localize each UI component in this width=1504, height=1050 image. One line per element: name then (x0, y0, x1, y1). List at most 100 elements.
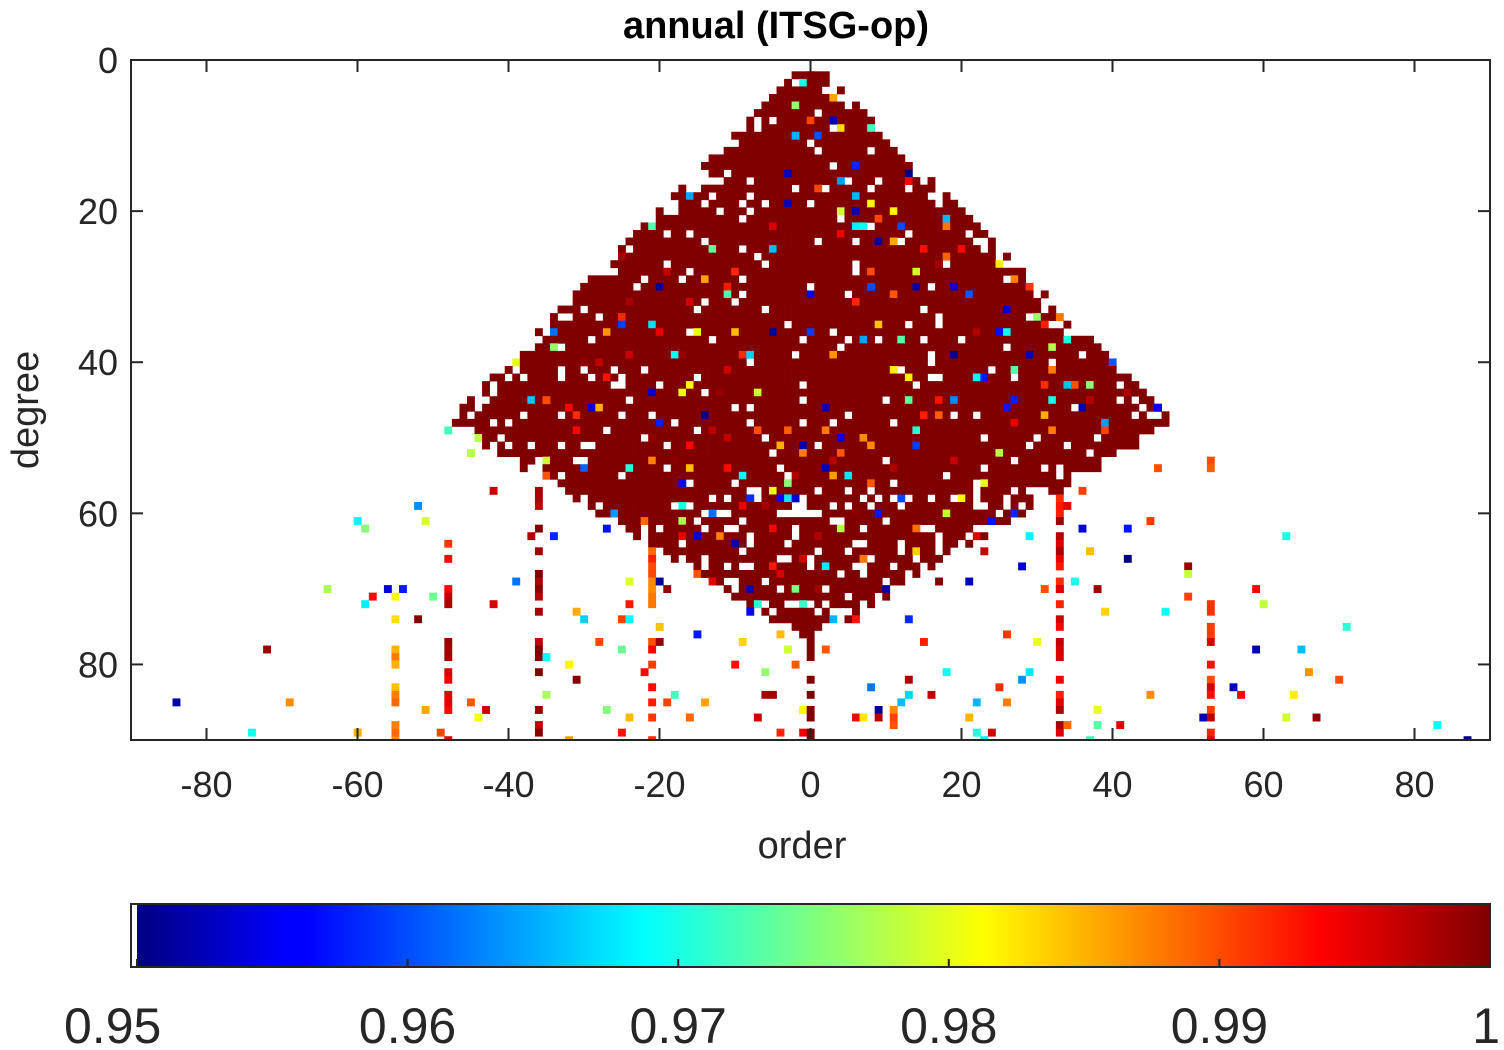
heatmap-cell (912, 539, 921, 548)
heatmap-cell (806, 449, 815, 458)
heatmap-cell (814, 282, 823, 291)
heatmap-cell (633, 403, 641, 412)
heatmap-cell (980, 230, 989, 238)
heatmap-cell (912, 464, 921, 473)
heatmap-cell (768, 570, 777, 578)
heatmap-cell (897, 388, 906, 397)
heatmap-cell (799, 214, 808, 223)
heatmap-cell (852, 358, 860, 367)
heatmap-cell (678, 267, 687, 276)
heatmap-cell (746, 335, 755, 344)
heatmap-cell (648, 350, 657, 359)
heatmap-cell (527, 411, 536, 420)
heatmap-cell (1018, 343, 1027, 352)
heatmap-cell (701, 570, 709, 578)
heatmap-cell (640, 222, 649, 231)
heatmap-cell (587, 358, 596, 367)
heatmap-cell (844, 554, 853, 563)
heatmap-cell (693, 554, 702, 563)
heatmap-cell (738, 388, 747, 397)
heatmap-cell (761, 328, 770, 337)
heatmap-cell (633, 381, 641, 390)
heatmap-cell (799, 290, 808, 299)
heatmap-cell (950, 418, 959, 427)
heatmap-cell (1229, 683, 1238, 692)
heatmap-cell (867, 260, 876, 269)
heatmap-cell (753, 713, 762, 722)
heatmap-cell (655, 494, 664, 503)
heatmap-cell (625, 471, 634, 480)
heatmap-cell (610, 298, 619, 306)
heatmap-cell (1010, 328, 1019, 337)
heatmap-cell (852, 441, 860, 450)
heatmap-cell (633, 298, 641, 306)
heatmap-cell (965, 260, 974, 269)
heatmap-cell (935, 456, 943, 465)
heatmap-cell (678, 464, 687, 473)
heatmap-cell (761, 207, 770, 216)
heatmap-cell (980, 335, 989, 344)
heatmap-cell (806, 622, 815, 631)
heatmap-cell (1070, 335, 1079, 344)
heatmap-cell (640, 335, 649, 344)
heatmap-cell (1108, 441, 1117, 450)
heatmap-cell (957, 494, 966, 503)
heatmap-cell (852, 230, 860, 238)
heatmap-cell (617, 275, 626, 284)
heatmap-cell (753, 139, 762, 148)
heatmap-cell (1010, 358, 1019, 367)
heatmap-cell (746, 464, 755, 473)
heatmap-cell (1116, 434, 1125, 442)
heatmap-cell (912, 403, 921, 412)
heatmap-cell (701, 275, 709, 284)
heatmap-cell (844, 562, 853, 571)
heatmap-cell (821, 101, 830, 110)
heatmap-cell (580, 486, 589, 495)
heatmap-cell (904, 502, 913, 510)
heatmap-cell (648, 260, 657, 269)
heatmap-cell (912, 388, 921, 397)
heatmap-cell (942, 282, 951, 291)
heatmap-cell (852, 456, 860, 465)
heatmap-cell (633, 267, 641, 276)
heatmap-cell (655, 290, 664, 299)
heatmap-cell (617, 245, 626, 254)
heatmap-cell (882, 154, 891, 163)
heatmap-cell (829, 290, 838, 299)
heatmap-cell (829, 245, 838, 254)
heatmap-cell (519, 358, 528, 367)
heatmap-cell (625, 275, 634, 284)
heatmap-cell (565, 418, 574, 427)
heatmap-cell (648, 230, 657, 238)
heatmap-cell (874, 298, 883, 306)
heatmap-cell (429, 592, 438, 601)
heatmap-cell (610, 396, 619, 405)
heatmap-cell (972, 260, 981, 269)
heatmap-cell (670, 494, 679, 503)
heatmap-cell (731, 358, 740, 367)
heatmap-cell (580, 615, 589, 624)
heatmap-cell (1206, 600, 1215, 609)
heatmap-cell (746, 547, 755, 556)
heatmap-cell (1116, 721, 1125, 730)
heatmap-cell (761, 381, 770, 390)
heatmap-cell (731, 305, 740, 314)
heatmap-cell (512, 577, 521, 586)
heatmap-cell (980, 298, 989, 306)
heatmap-cell (829, 101, 838, 110)
heatmap-cell (617, 260, 626, 269)
heatmap-cell (889, 464, 898, 473)
heatmap-cell (708, 456, 717, 465)
heatmap-cell (716, 479, 725, 488)
heatmap-cell (761, 335, 770, 344)
heatmap-cell (844, 298, 853, 306)
heatmap-cell (738, 532, 747, 541)
heatmap-cell (1055, 532, 1064, 541)
heatmap-cell (723, 456, 732, 465)
heatmap-cell (648, 245, 657, 254)
heatmap-cell (806, 358, 815, 367)
heatmap-cell (1048, 471, 1057, 480)
heatmap-cell (768, 222, 777, 231)
x-tick-label: -60 (331, 764, 383, 805)
heatmap-cell (655, 509, 664, 518)
